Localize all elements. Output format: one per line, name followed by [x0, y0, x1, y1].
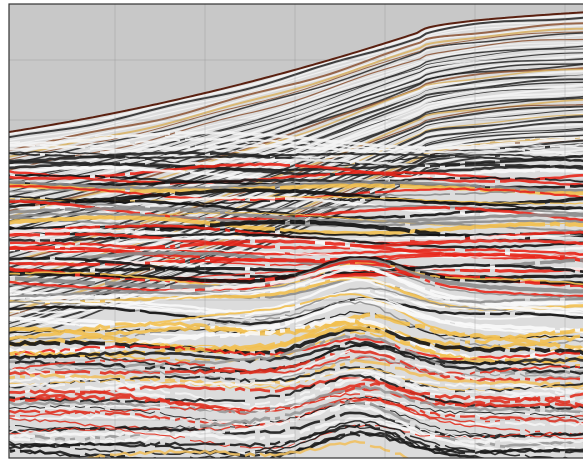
reflector [9, 430, 583, 458]
reflector [9, 150, 583, 171]
reflector [9, 31, 583, 163]
reflector [9, 18, 583, 143]
reflector [9, 16, 583, 140]
grid [9, 4, 583, 458]
reflector [9, 257, 583, 295]
reflector [9, 199, 583, 220]
reflector [9, 53, 583, 197]
reflector [9, 42, 583, 179]
reflector [9, 278, 583, 317]
reflector [9, 141, 583, 154]
reflector [9, 340, 583, 366]
reflector [9, 20, 583, 147]
reflector [9, 228, 583, 244]
reflector [9, 32, 583, 166]
reflector [9, 355, 583, 382]
reflector [9, 188, 583, 207]
reflector [9, 297, 583, 326]
reflector [9, 134, 583, 313]
reflector [9, 162, 583, 183]
reflector [9, 45, 583, 183]
frame-border [8, 3, 583, 459]
reflector [9, 38, 583, 173]
reflector [9, 184, 583, 202]
reflector [9, 259, 583, 298]
reflector [9, 173, 583, 186]
reflector [9, 374, 583, 411]
reflector [9, 355, 583, 376]
reflector [9, 136, 583, 317]
reflector [9, 404, 583, 452]
reflector [9, 131, 583, 311]
reflector [9, 130, 583, 150]
reflector [9, 66, 583, 214]
reflector [9, 24, 583, 156]
seafloor-horizon [8, 11, 583, 133]
reflector [9, 162, 583, 177]
reflector [9, 298, 583, 320]
reflector [9, 22, 583, 153]
reflector [9, 215, 583, 236]
reflector [9, 206, 583, 224]
reflector [9, 60, 583, 205]
reflector [9, 137, 583, 154]
